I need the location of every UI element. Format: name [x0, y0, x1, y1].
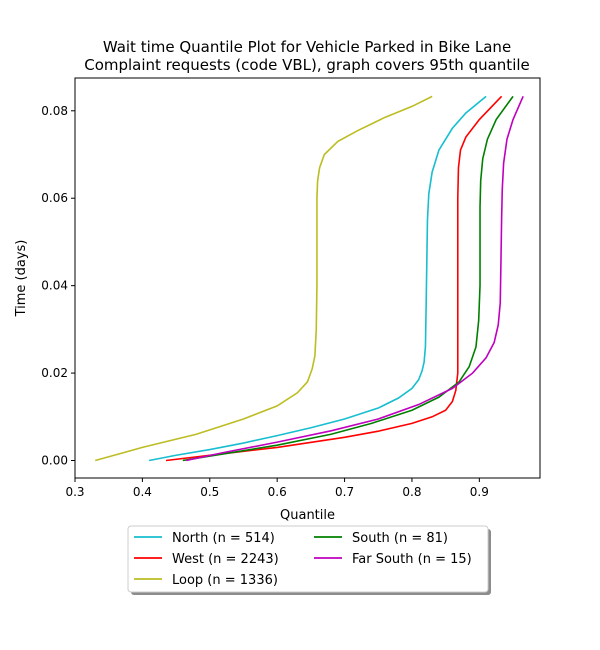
series-line-0 — [148, 95, 487, 462]
legend-label-1: West (n = 2243) — [172, 552, 279, 567]
y-tick-label: 0.08 — [41, 104, 68, 118]
chart-title: Wait time Quantile Plot for Vehicle Park… — [103, 38, 511, 56]
chart-subtitle: Complaint requests (code VBL), graph cov… — [84, 56, 530, 74]
legend-label-2: Loop (n = 1336) — [172, 573, 278, 588]
x-tick-label: 0.7 — [335, 485, 354, 499]
x-tick-label: 0.6 — [268, 485, 287, 499]
series-line-3 — [182, 95, 514, 462]
legend-label-0: North (n = 514) — [172, 531, 275, 546]
legend-box — [127, 525, 489, 593]
y-axis-label: Time (days) — [14, 240, 29, 318]
y-tick-label: 0.02 — [41, 366, 68, 380]
plot-frame — [74, 77, 541, 479]
legend-label-3: South (n = 81) — [352, 531, 448, 546]
x-tick-label: 0.5 — [200, 485, 219, 499]
x-axis: 0.3 0.4 0.5 0.6 0.7 0.8 0.9 — [65, 478, 489, 499]
series-line-2 — [95, 95, 433, 462]
y-tick-label: 0.00 — [41, 454, 68, 468]
x-tick-label: 0.9 — [470, 485, 489, 499]
legend: North (n = 514) West (n = 2243) Loop (n = … — [127, 525, 491, 595]
plot-lines — [95, 95, 524, 462]
legend-label-4: Far South (n = 15) — [352, 552, 472, 567]
x-axis-label: Quantile — [280, 508, 335, 523]
series-line-4 — [186, 96, 524, 462]
y-tick-label: 0.04 — [41, 279, 68, 293]
x-tick-label: 0.4 — [133, 485, 152, 499]
x-tick-label: 0.8 — [402, 485, 421, 499]
y-tick-label: 0.06 — [41, 191, 68, 205]
series-line-1 — [165, 95, 503, 462]
y-axis: 0.00 0.02 0.04 0.06 0.08 — [41, 104, 75, 468]
x-tick-label: 0.3 — [65, 485, 84, 499]
